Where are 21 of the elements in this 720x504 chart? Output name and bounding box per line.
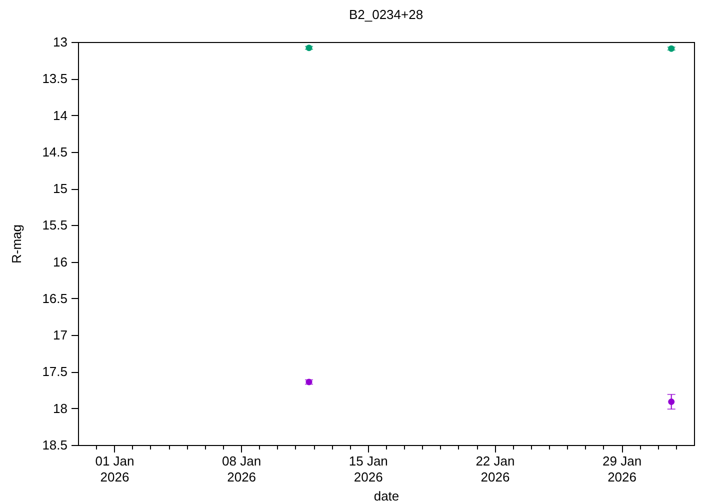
y-tick-label: 13 [53,34,68,50]
x-tick-label: 22 Jan 2026 [476,454,515,484]
point [306,44,312,52]
chart-title: B2_0234+28 [348,7,424,22]
y-tick-label: 13.5 [42,71,68,86]
y-tick-label: 15 [53,181,68,196]
x-tick-label: 08 Jan 2026 [222,454,262,484]
y-tick-label: 16.5 [42,290,68,306]
y-tick-label: 14 [53,108,68,123]
x-axis-title: date [374,488,400,504]
x-tick-label: 29 Jan 2026 [602,454,642,484]
y-tick-label: 16 [53,254,68,270]
point [668,398,675,406]
x-tick-label: 01 Jan 2026 [95,454,134,484]
y-tick-label: 15.5 [42,218,68,233]
y-tick-label: 18.5 [42,438,68,452]
y-tick-label: 17 [53,328,68,343]
y-tick-label: 18 [53,400,68,416]
y-tick-label: 17.5 [42,364,68,380]
y-tick-label: 14.5 [42,144,68,160]
y-axis-title: R-mag [9,224,24,264]
